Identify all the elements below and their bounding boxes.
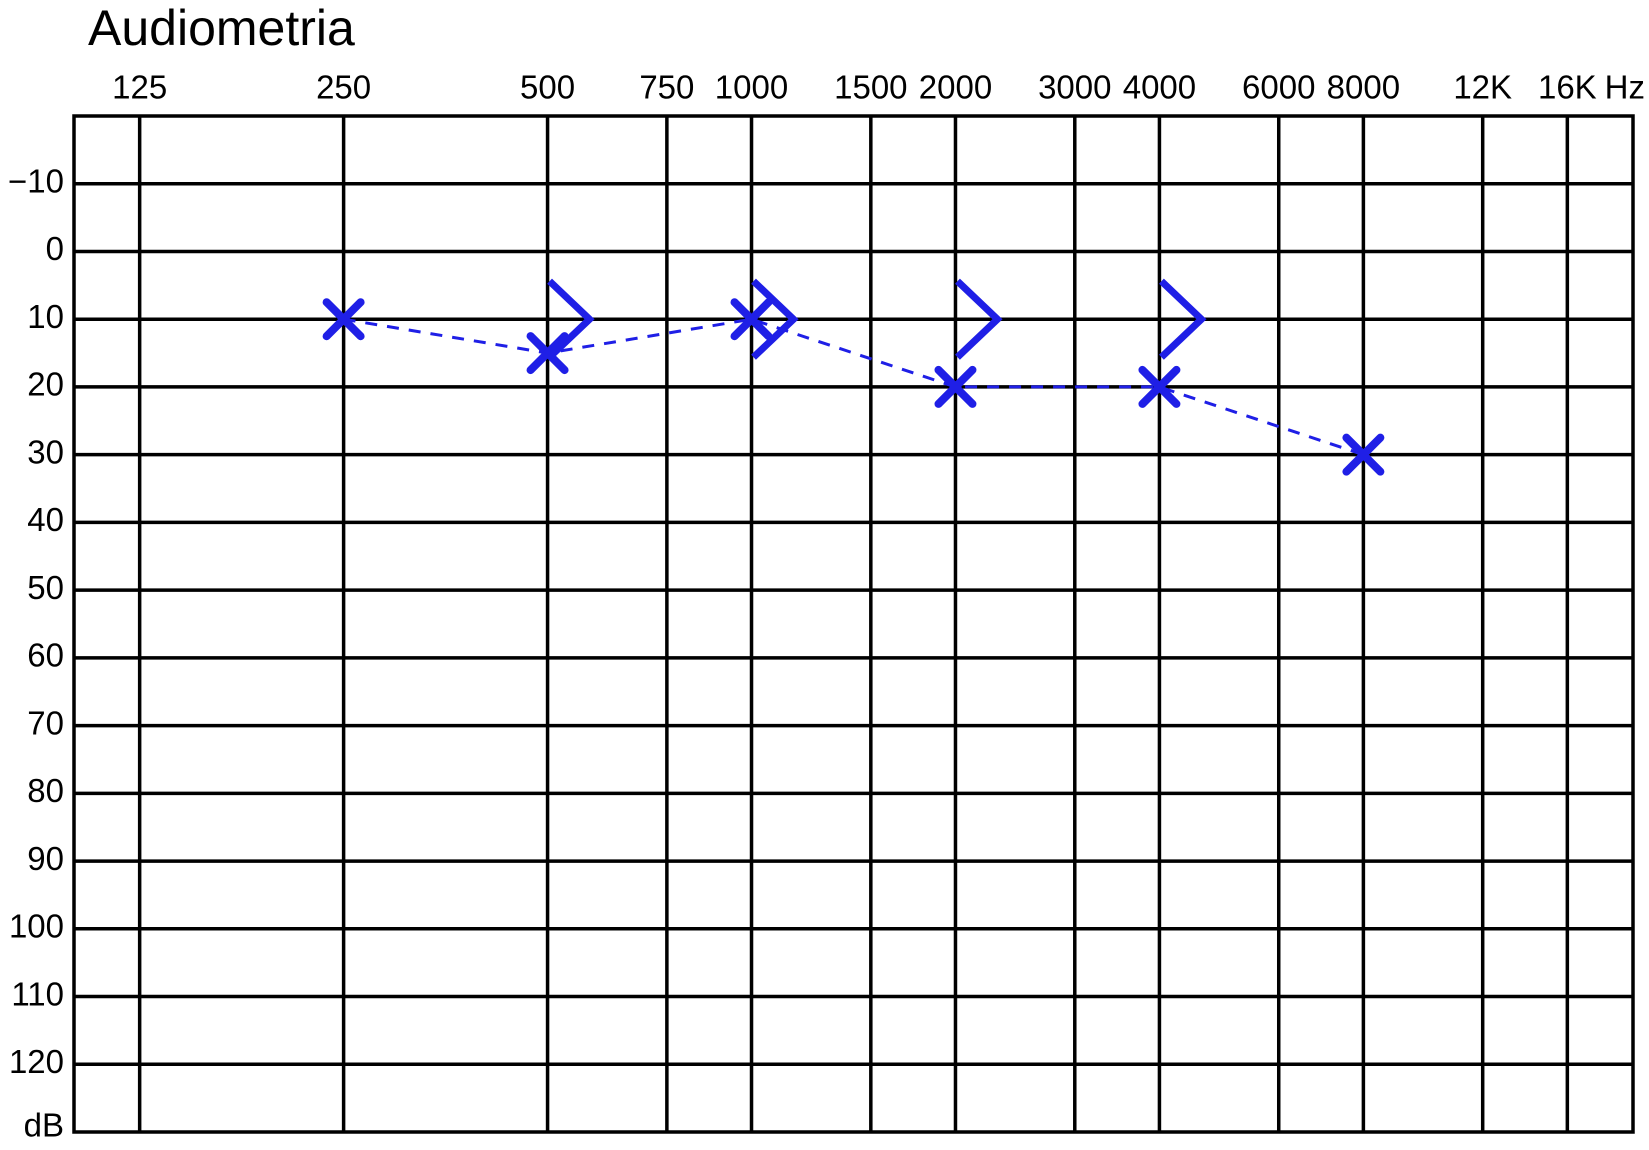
chart-title: Audiometria [88,0,355,56]
marker-bone [751,278,799,360]
plot-border [72,114,1635,1134]
marker-x [1342,433,1385,476]
marker-stroke [526,332,569,375]
x-tick-label: 6000 [1242,69,1315,106]
marker-x [526,332,569,375]
x-tick-label: 4000 [1123,69,1196,106]
x-axis-label: Hz [1605,69,1645,106]
marker-x [322,298,365,341]
y-tick-label: 50 [27,569,64,606]
marker-bone [955,278,1003,360]
x-tick-label: 12K [1453,69,1512,106]
marker-bone [1159,278,1207,360]
y-tick-label: 80 [27,772,64,809]
x-tick-label: 1000 [715,69,788,106]
x-tick-label: 8000 [1327,69,1400,106]
marker-bone [547,278,595,360]
y-tick-label: 0 [46,230,64,267]
x-tick-label: 3000 [1038,69,1111,106]
marker-x [1138,365,1181,408]
y-tick-label: 20 [27,366,64,403]
y-tick-label: 40 [27,501,64,538]
x-tick-label: 2000 [919,69,992,106]
y-tick-label: 120 [9,1043,64,1080]
marker-stroke [934,365,977,408]
x-tick-label: 1500 [834,69,907,106]
x-tick-label: 250 [316,69,371,106]
y-tick-label: 60 [27,637,64,674]
marker-stroke [1342,433,1385,476]
y-tick-label: 70 [27,704,64,741]
y-tick-label: 90 [27,840,64,877]
marker-x [730,298,773,341]
x-tick-label: 500 [520,69,575,106]
y-tick-label: 110 [11,975,64,1012]
x-tick-label: 16K [1538,69,1597,106]
marker-x [934,365,977,408]
y-tick-label: 30 [27,433,64,470]
y-axis-label: dB [24,1107,64,1144]
marker-stroke [322,298,365,341]
y-tick-label: −10 [8,162,64,199]
series-line [343,317,1364,457]
x-tick-label: 750 [639,69,694,106]
marker-stroke [1138,365,1181,408]
marker-stroke [730,298,773,341]
y-tick-label: 10 [27,298,64,335]
y-tick-label: 100 [9,908,64,945]
x-tick-label: 125 [112,69,167,106]
